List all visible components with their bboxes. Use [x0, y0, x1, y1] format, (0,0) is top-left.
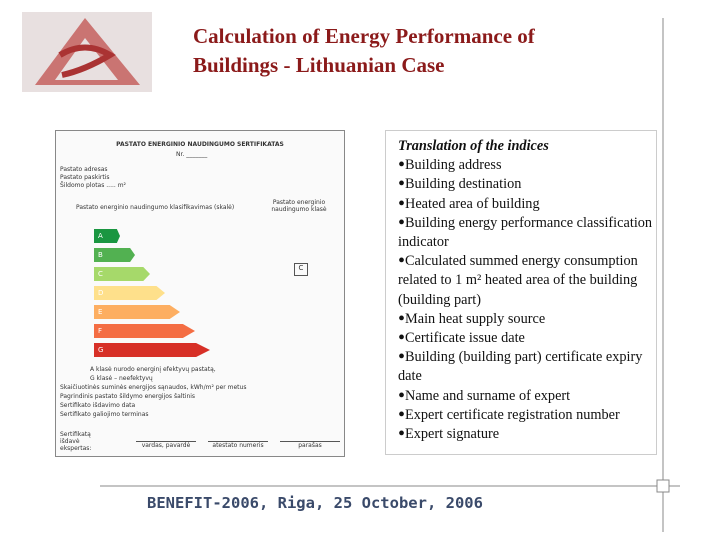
class-title: Pastato energinio naudingumo klasė — [271, 199, 327, 213]
translation-box: Translation of the indices Building addre… — [385, 130, 657, 455]
class-bar: E — [94, 305, 180, 319]
cert-title: PASTATO ENERGINIO NAUDINGUMO SERTIFIKATA… — [116, 141, 284, 148]
title-line: Buildings - Lithuanian Case — [193, 53, 445, 77]
cert-note: G klasė – neefektyvų — [90, 375, 153, 382]
translation-item: Expert signature — [398, 425, 656, 444]
class-bar: G — [94, 343, 210, 357]
cert-note: A klasė nurodo energinį efektyvų pastatą… — [90, 366, 216, 373]
translation-title: Translation of the indices — [398, 138, 549, 154]
cert-note: Pagrindinis pastato šildymo energijos ša… — [60, 393, 196, 400]
translation-item: Building (building part) certificate exp… — [398, 348, 656, 386]
translation-item: Name and surname of expert — [398, 387, 656, 406]
cert-number: Nr. _______ — [176, 151, 208, 158]
class-bar: B — [94, 248, 135, 262]
cert-field: Pastato adresas — [60, 166, 108, 173]
scale-title: Pastato energinio naudingumo klasifikavi… — [76, 204, 235, 211]
translation-item: Building address — [398, 156, 656, 175]
translation-item: Calculated summed energy consumption rel… — [398, 252, 656, 310]
cert-field: Pastato paskirtis — [60, 174, 110, 181]
title-line: Calculation of Energy Performance of — [193, 24, 535, 48]
translation-item: Building energy performance classificati… — [398, 214, 656, 252]
current-class: C — [294, 263, 308, 276]
translation-item: Expert certificate registration number — [398, 406, 656, 425]
translation-item: Building destination — [398, 175, 656, 194]
logo — [22, 12, 152, 92]
corner-box — [656, 479, 670, 493]
translation-item: Main heat supply source — [398, 310, 656, 329]
cert-note: Skaičiuotinės suminės energijos sąnaudos… — [60, 384, 247, 391]
class-bar: D — [94, 286, 165, 300]
class-bar: A — [94, 229, 120, 243]
cert-note: Sertifikato išdavimo data — [60, 402, 136, 409]
title: Calculation of Energy Performance of Buil… — [193, 22, 535, 80]
translation-item: Heated area of building — [398, 195, 656, 214]
signature-field: vardas, pavardė — [136, 441, 196, 449]
cert-note: Sertifikato galiojimo terminas — [60, 411, 149, 418]
footer: BENEFIT-2006, Riga, 25 October, 2006 — [147, 494, 483, 512]
signature-field: parašas — [280, 441, 340, 449]
translation-item: Certificate issue date — [398, 329, 656, 348]
signature-label: Sertifikatą išdavė ekspertas: — [60, 431, 92, 452]
certificate: PASTATO ENERGINIO NAUDINGUMO SERTIFIKATA… — [55, 130, 345, 457]
signature-field: atestato numeris — [208, 441, 268, 449]
cert-field: Šildomo plotas ..... m² — [60, 182, 126, 189]
class-bar: C — [94, 267, 150, 281]
class-bar: F — [94, 324, 195, 338]
